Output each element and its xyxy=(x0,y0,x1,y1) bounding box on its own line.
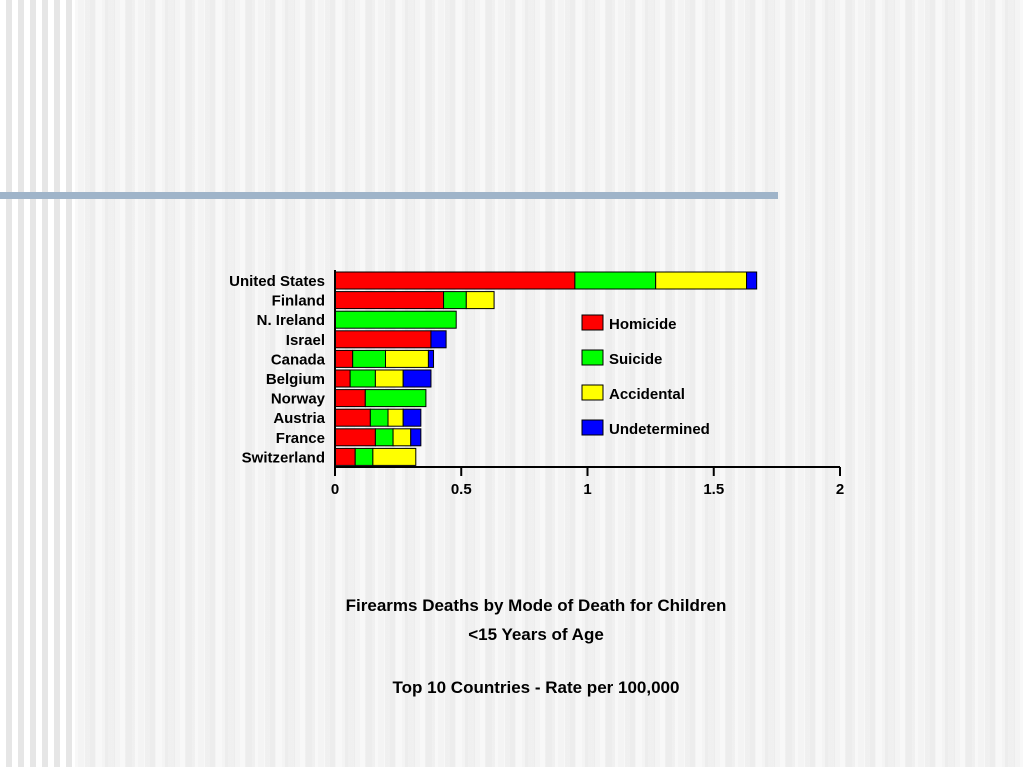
category-label: Switzerland xyxy=(242,449,325,466)
bar-segment-undetermined xyxy=(402,369,432,388)
bar-segment-undetermined xyxy=(410,428,422,447)
bar-segment-accidental xyxy=(385,349,429,368)
bar-segment-homicide xyxy=(334,330,432,349)
x-tick-label: 0 xyxy=(331,481,339,498)
category-label: Norway xyxy=(271,391,326,408)
legend-label-undetermined: Undetermined xyxy=(609,421,710,438)
category-label: Israel xyxy=(286,332,325,349)
bar-segment-undetermined xyxy=(402,408,422,427)
bar-segment-suicide xyxy=(354,447,374,466)
legend-swatch-homicide xyxy=(581,314,604,331)
caption-line-2: <15 Years of Age xyxy=(468,625,604,644)
x-tick-label: 0.5 xyxy=(451,481,472,498)
bar-segment-suicide xyxy=(352,349,386,368)
bar-segment-accidental xyxy=(392,428,412,447)
category-label: N. Ireland xyxy=(257,312,325,329)
background-stripes xyxy=(75,0,1023,767)
category-label: Austria xyxy=(273,410,325,427)
bar-segment-homicide xyxy=(334,408,371,427)
bar-segment-suicide xyxy=(374,428,394,447)
bar-segment-accidental xyxy=(372,447,417,466)
category-label: France xyxy=(276,430,325,447)
bar-segment-accidental xyxy=(374,369,404,388)
bar-segment-suicide xyxy=(574,271,657,290)
bar-segment-homicide xyxy=(334,291,445,310)
legend-label-suicide: Suicide xyxy=(609,351,662,368)
bar-segment-accidental xyxy=(387,408,404,427)
bar-segment-suicide xyxy=(364,389,427,408)
legend-swatch-suicide xyxy=(581,349,604,366)
bar-segment-homicide xyxy=(334,271,576,290)
bar-segment-homicide xyxy=(334,369,351,388)
category-label: United States xyxy=(229,273,325,290)
x-tick-label: 2 xyxy=(836,481,844,498)
title-divider xyxy=(0,192,778,199)
bar-segment-suicide xyxy=(443,291,467,310)
bar-segment-homicide xyxy=(334,428,376,447)
bar-segment-suicide xyxy=(349,369,376,388)
caption-line-3: Top 10 Countries - Rate per 100,000 xyxy=(392,678,680,697)
bar-segment-undetermined xyxy=(430,330,447,349)
bar-segment-accidental xyxy=(655,271,748,290)
bar-segment-homicide xyxy=(334,349,354,368)
category-label: Belgium xyxy=(266,371,325,388)
legend-label-accidental: Accidental xyxy=(609,386,685,403)
bar-segment-suicide xyxy=(369,408,389,427)
legend-swatch-undetermined xyxy=(581,419,604,436)
category-label: Canada xyxy=(271,351,326,368)
legend-swatch-accidental xyxy=(581,384,604,401)
bar-segment-homicide xyxy=(334,389,366,408)
caption-line-1: Firearms Deaths by Mode of Death for Chi… xyxy=(345,596,727,615)
x-tick-label: 1.5 xyxy=(703,481,724,498)
bar-segment-undetermined xyxy=(746,271,758,290)
bar-segment-suicide xyxy=(334,310,457,329)
bar-segment-accidental xyxy=(465,291,495,310)
x-tick-label: 1 xyxy=(583,481,591,498)
bar-segment-undetermined xyxy=(427,349,434,368)
legend-label-homicide: Homicide xyxy=(609,316,677,333)
bar-segment-homicide xyxy=(334,447,356,466)
category-label: Finland xyxy=(272,293,325,310)
